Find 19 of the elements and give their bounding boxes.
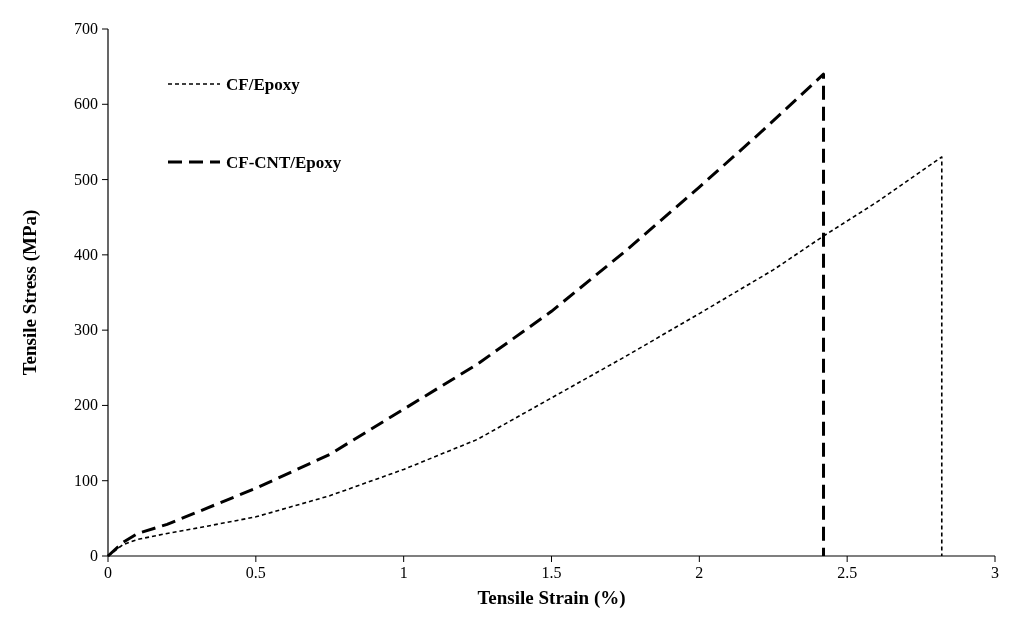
y-tick-label: 100 bbox=[74, 471, 98, 489]
y-tick-label: 300 bbox=[74, 321, 98, 339]
x-tick-label: 2.5 bbox=[837, 564, 858, 581]
y-tick-label: 0 bbox=[90, 547, 98, 564]
y-tick-label: 700 bbox=[74, 20, 98, 37]
x-tick-label: 0 bbox=[104, 564, 112, 581]
x-tick-label: 1 bbox=[399, 564, 408, 581]
x-axis-title: Tensile Strain (%) bbox=[477, 587, 626, 609]
x-tick-label: 3 bbox=[991, 564, 999, 581]
y-tick-label: 400 bbox=[74, 245, 98, 263]
x-tick-label: 2 bbox=[695, 564, 704, 581]
legend-label: CF/Epoxy bbox=[226, 75, 301, 94]
y-axis-title: Tensile Stress (MPa) bbox=[19, 209, 41, 376]
x-tick-label: 1.5 bbox=[541, 564, 562, 581]
legend-label: CF-CNT/Epoxy bbox=[226, 153, 342, 172]
y-tick-label: 500 bbox=[74, 170, 98, 188]
x-tick-label: 0.5 bbox=[245, 564, 266, 581]
y-tick-label: 600 bbox=[74, 95, 98, 113]
y-tick-label: 200 bbox=[74, 396, 98, 414]
